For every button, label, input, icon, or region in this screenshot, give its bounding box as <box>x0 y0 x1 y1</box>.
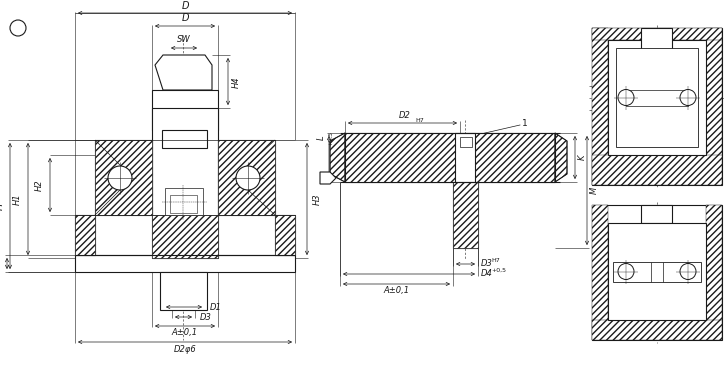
Text: 1: 1 <box>522 119 528 127</box>
Text: +0,5: +0,5 <box>491 268 506 273</box>
Polygon shape <box>152 108 218 258</box>
Polygon shape <box>95 140 152 215</box>
Text: H3: H3 <box>313 193 322 205</box>
Polygon shape <box>641 205 672 223</box>
Polygon shape <box>641 28 672 50</box>
Polygon shape <box>608 40 706 155</box>
Text: SW: SW <box>177 36 190 45</box>
Polygon shape <box>651 261 663 281</box>
Text: H7: H7 <box>491 258 499 264</box>
Text: M: M <box>590 187 599 194</box>
Text: F: F <box>322 173 328 183</box>
Polygon shape <box>616 48 698 147</box>
Polygon shape <box>706 205 722 340</box>
Text: A±0,1: A±0,1 <box>172 329 198 337</box>
Polygon shape <box>592 28 722 40</box>
Text: H2: H2 <box>35 179 44 191</box>
Text: H: H <box>0 202 5 210</box>
Polygon shape <box>155 55 212 90</box>
Polygon shape <box>275 215 295 255</box>
Circle shape <box>236 166 260 190</box>
Polygon shape <box>320 172 336 184</box>
Polygon shape <box>75 215 95 255</box>
Polygon shape <box>608 223 706 320</box>
Polygon shape <box>706 28 722 185</box>
Polygon shape <box>160 272 207 310</box>
Polygon shape <box>170 195 197 213</box>
Circle shape <box>618 90 634 105</box>
Circle shape <box>10 20 26 36</box>
Polygon shape <box>162 130 207 148</box>
Polygon shape <box>460 137 472 147</box>
Polygon shape <box>592 205 608 340</box>
Polygon shape <box>168 90 200 108</box>
Text: L: L <box>0 260 3 266</box>
Polygon shape <box>475 133 555 182</box>
Text: D: D <box>181 1 189 11</box>
Text: L: L <box>317 136 326 140</box>
Polygon shape <box>453 182 478 248</box>
Text: +1: +1 <box>592 176 597 185</box>
Polygon shape <box>218 140 275 215</box>
Text: H1: H1 <box>13 193 22 205</box>
Polygon shape <box>330 133 345 182</box>
Polygon shape <box>152 90 218 130</box>
Polygon shape <box>555 133 567 182</box>
Text: D1: D1 <box>210 303 222 311</box>
Text: K: K <box>578 155 587 160</box>
Text: D3: D3 <box>481 259 493 269</box>
Circle shape <box>108 166 132 190</box>
Polygon shape <box>592 28 608 185</box>
Polygon shape <box>75 255 295 272</box>
Text: H7: H7 <box>415 117 424 123</box>
Circle shape <box>680 90 696 105</box>
Polygon shape <box>613 261 701 281</box>
Text: D2φ6: D2φ6 <box>174 346 196 355</box>
Polygon shape <box>218 140 275 215</box>
Polygon shape <box>592 205 722 340</box>
Polygon shape <box>275 215 295 255</box>
Polygon shape <box>95 140 152 215</box>
Polygon shape <box>455 133 475 182</box>
Text: D2: D2 <box>399 112 411 120</box>
Text: B: B <box>15 23 21 33</box>
Circle shape <box>680 264 696 280</box>
Text: +0,5: +0,5 <box>328 131 333 146</box>
Polygon shape <box>626 90 688 105</box>
Text: H4: H4 <box>232 76 241 88</box>
Circle shape <box>618 264 634 280</box>
Polygon shape <box>592 155 722 185</box>
Polygon shape <box>345 133 460 182</box>
Polygon shape <box>152 215 218 258</box>
Polygon shape <box>592 28 722 185</box>
Polygon shape <box>453 182 478 248</box>
Text: D: D <box>181 13 189 23</box>
Text: D4: D4 <box>481 269 493 279</box>
Polygon shape <box>165 188 203 215</box>
Polygon shape <box>75 215 95 255</box>
Text: A±0,1: A±0,1 <box>383 287 409 295</box>
Text: D3: D3 <box>200 313 212 321</box>
Polygon shape <box>592 320 722 340</box>
